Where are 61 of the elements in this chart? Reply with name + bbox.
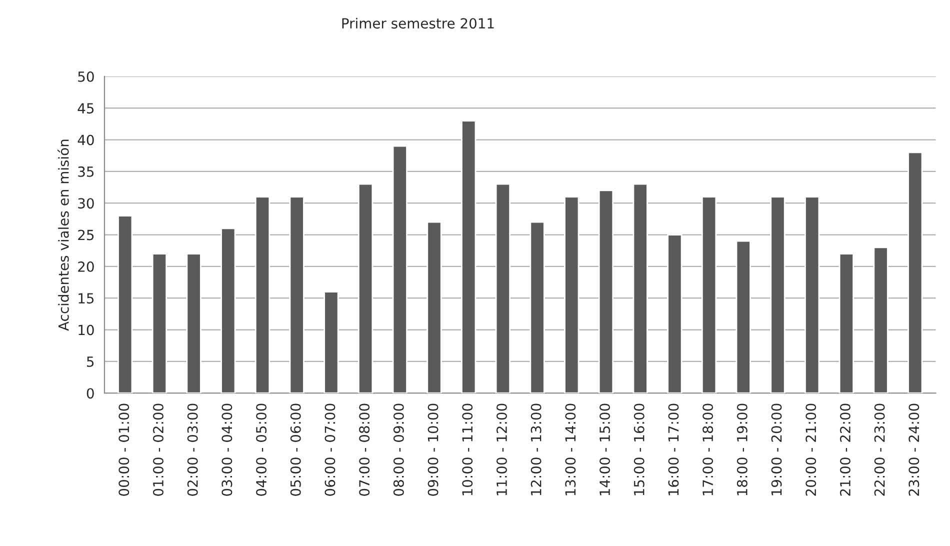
y-tick-label: 0 <box>86 388 94 399</box>
x-tick-label: 23:00 - 24:00 <box>908 404 920 496</box>
x-tick-label: 21:00 - 22:00 <box>840 404 850 496</box>
bar <box>598 190 614 394</box>
x-tick-label: 08:00 - 09:00 <box>393 404 404 496</box>
x-tick-label: 14:00 - 15:00 <box>600 404 610 496</box>
x-tick-label: 19:00 - 20:00 <box>771 404 782 496</box>
y-tick-label: 45 <box>78 103 94 114</box>
x-tick-label: 13:00 - 14:00 <box>565 404 576 496</box>
x-tick-label: 09:00 - 10:00 <box>428 404 438 496</box>
x-tick-label: 01:00 - 02:00 <box>152 404 164 496</box>
bar <box>392 145 408 394</box>
x-tick-label: 06:00 - 07:00 <box>324 404 336 496</box>
y-tick-label: 10 <box>78 324 94 336</box>
bar <box>152 253 168 394</box>
bar <box>220 228 236 394</box>
bar <box>804 196 820 394</box>
x-tick-label: 00:00 - 01:00 <box>118 404 130 496</box>
bar <box>632 183 648 394</box>
bar <box>254 196 270 394</box>
bar <box>186 253 202 394</box>
bar <box>324 291 339 394</box>
y-tick-label: 40 <box>78 134 94 146</box>
bar <box>564 196 580 394</box>
x-tick-label: 18:00 - 19:00 <box>736 404 748 496</box>
x-tick-label: 04:00 - 05:00 <box>256 404 267 496</box>
x-tick-label: 02:00 - 03:00 <box>187 404 198 496</box>
y-tick-label: 25 <box>78 230 94 240</box>
x-tick-label: 20:00 - 21:00 <box>806 404 816 496</box>
bar <box>908 152 923 394</box>
y-tick-label: 50 <box>78 71 94 82</box>
bar <box>495 183 511 394</box>
y-tick-label: 5 <box>87 356 94 367</box>
x-tick-label: 16:00 - 17:00 <box>668 404 679 496</box>
x-tick-label: 10:00 - 11:00 <box>462 404 473 496</box>
y-axis-title: Accidentes viales en misión <box>58 140 69 331</box>
bar <box>426 221 442 394</box>
x-tick-label: 15:00 - 16:00 <box>634 404 644 496</box>
bar <box>461 120 476 394</box>
x-tick-label: 22:00 - 23:00 <box>874 404 885 496</box>
bar <box>838 253 854 394</box>
y-tick-label: 20 <box>78 261 94 272</box>
x-tick-label: 03:00 - 04:00 <box>222 404 232 496</box>
bar <box>530 221 545 394</box>
bar <box>667 234 682 394</box>
y-tick-label: 30 <box>78 198 94 209</box>
chart-title: Primer semestre 2011 <box>342 18 494 29</box>
bar <box>289 196 304 394</box>
bar <box>770 196 786 394</box>
bar <box>736 240 751 394</box>
x-tick-label: 17:00 - 18:00 <box>702 404 714 496</box>
bar <box>118 215 133 394</box>
bar <box>701 196 717 394</box>
x-tick-label: 05:00 - 06:00 <box>290 404 301 496</box>
x-tick-label: 12:00 - 13:00 <box>530 404 542 496</box>
x-tick-label: 07:00 - 08:00 <box>359 404 370 496</box>
bar <box>358 183 374 394</box>
y-tick-label: 35 <box>78 166 94 177</box>
x-tick-label: 11:00 - 12:00 <box>496 404 507 496</box>
y-tick-label: 15 <box>78 293 94 304</box>
bar <box>873 246 888 394</box>
